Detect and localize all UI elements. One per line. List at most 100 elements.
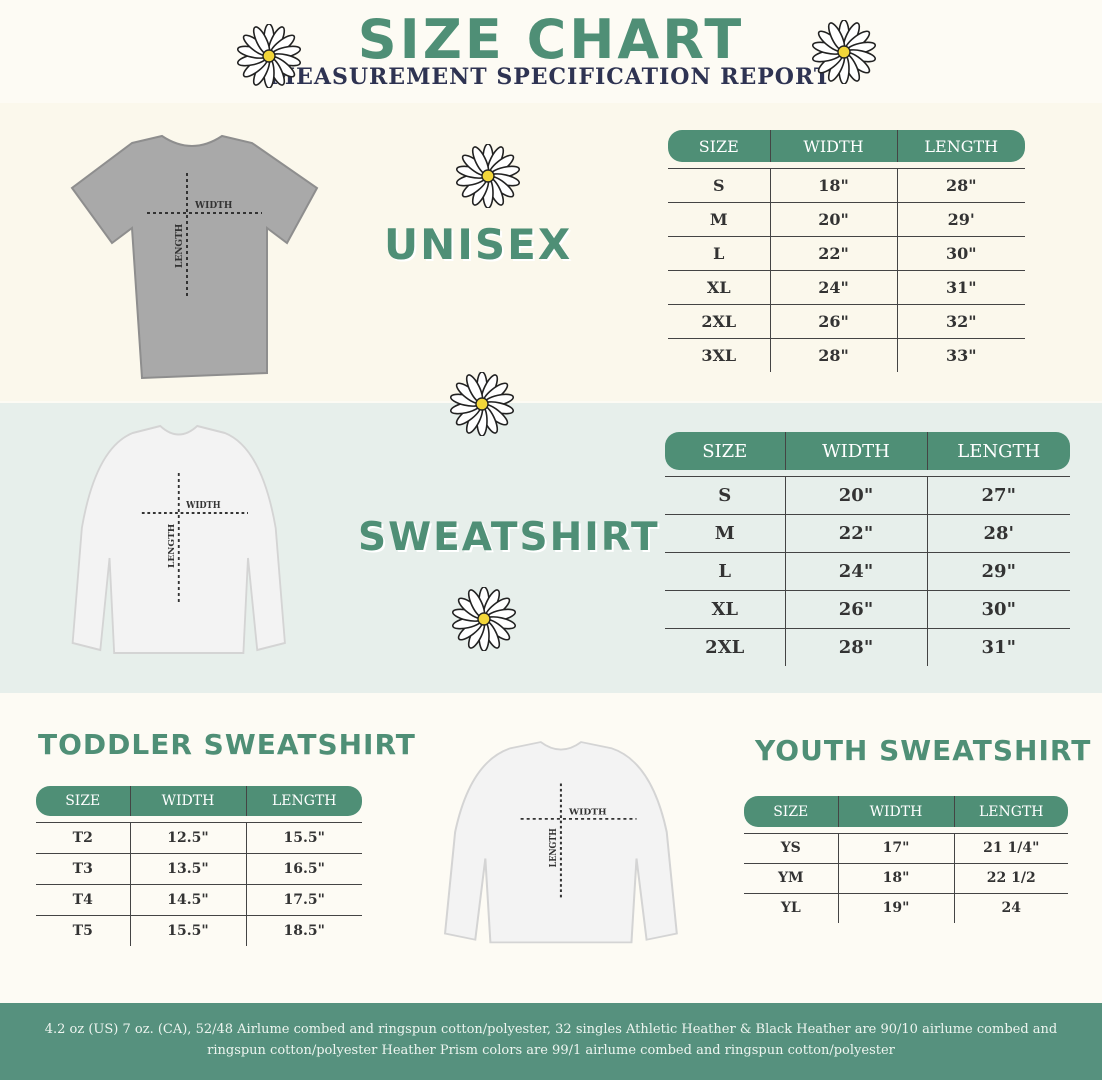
column-header: WIDTH <box>837 796 954 827</box>
table-cell: 16.5" <box>245 852 362 884</box>
table-cell: 28" <box>769 337 897 372</box>
table-cell: 3XL <box>668 337 770 372</box>
table-row: T3 13.5" 16.5" <box>36 852 362 884</box>
table-cell: 31" <box>896 269 1025 304</box>
table-cell: L <box>668 235 770 270</box>
table-row: M 22" 28' <box>665 513 1070 552</box>
sweatshirt-title: SWEATSHIRT <box>358 515 660 560</box>
table-cell: 18.5" <box>245 914 362 946</box>
table-header-row: SIZE WIDTH LENGTH <box>36 786 362 816</box>
table-row: L 24" 29" <box>665 551 1070 590</box>
table-row: 2XL 26" 32" <box>668 303 1025 338</box>
table-header-row: SIZE WIDTH LENGTH <box>665 432 1070 470</box>
table-header-row: SIZE WIDTH LENGTH <box>744 796 1068 827</box>
table-cell: 28" <box>896 167 1025 202</box>
column-header: LENGTH <box>896 130 1025 162</box>
table-cell: 26" <box>784 589 927 628</box>
column-header: SIZE <box>668 130 770 162</box>
column-header: WIDTH <box>769 130 897 162</box>
table-row: S 20" 27" <box>665 475 1070 514</box>
column-header: LENGTH <box>953 796 1068 827</box>
daisy-icon <box>236 23 302 89</box>
table-cell: 26" <box>769 303 897 338</box>
table-cell: 2XL <box>668 303 770 338</box>
table-cell: YL <box>744 892 838 923</box>
table-cell: 20" <box>769 201 897 236</box>
table-cell: 22" <box>784 513 927 552</box>
table-cell: T3 <box>36 852 130 884</box>
table-cell: 29" <box>926 551 1070 590</box>
daisy-icon <box>811 19 877 85</box>
column-header: SIZE <box>665 432 785 470</box>
unisex-title: UNISEX <box>384 220 573 269</box>
length-label: LENGTH <box>167 524 177 568</box>
width-label: WIDTH <box>568 808 607 817</box>
table-cell: 28" <box>784 627 927 666</box>
youth-size-table: SIZE WIDTH LENGTH YS 17" 21 1/4" YM 18" 22 1/2 YL… <box>744 796 1068 923</box>
table-row: 2XL 28" 31" <box>665 627 1070 666</box>
table-cell: 27" <box>926 475 1070 514</box>
table-row: S 18" 28" <box>668 167 1025 202</box>
tshirt-image: WIDTH LENGTH <box>62 128 322 383</box>
table-cell: YM <box>744 862 838 893</box>
table-cell: 15.5" <box>245 821 362 853</box>
table-row: M 20" 29' <box>668 201 1025 236</box>
unisex-size-table: SIZE WIDTH LENGTH S 18" 28" M 20" 29' L 22" 30" XL 24… <box>668 130 1025 372</box>
table-cell: S <box>668 167 770 202</box>
toddler-sweatshirt-image: WIDTH LENGTH <box>440 735 702 960</box>
table-cell: 14.5" <box>129 883 246 915</box>
youth-title: YOUTH SWEATSHIRT <box>755 734 1092 767</box>
table-cell: M <box>668 201 770 236</box>
table-cell: XL <box>668 269 770 304</box>
table-cell: 30" <box>926 589 1070 628</box>
column-header: SIZE <box>744 796 838 827</box>
table-cell: 17.5" <box>245 883 362 915</box>
table-cell: 28' <box>926 513 1070 552</box>
table-cell: 24" <box>769 269 897 304</box>
daisy-icon <box>451 586 517 652</box>
table-cell: XL <box>665 589 785 628</box>
fabric-info-footer: 4.2 oz (US) 7 oz. (CA), 52/48 Airlume co… <box>0 1003 1102 1080</box>
table-cell: 21 1/4" <box>953 832 1068 863</box>
table-row: XL 26" 30" <box>665 589 1070 628</box>
table-cell: T4 <box>36 883 130 915</box>
table-row: T2 12.5" 15.5" <box>36 821 362 853</box>
table-cell: S <box>665 475 785 514</box>
table-cell: 2XL <box>665 627 785 666</box>
toddler-title: TODDLER SWEATSHIRT <box>38 728 416 761</box>
column-header: SIZE <box>36 786 130 816</box>
table-cell: 32" <box>896 303 1025 338</box>
table-cell: 24" <box>784 551 927 590</box>
table-cell: 13.5" <box>129 852 246 884</box>
table-cell: 22" <box>769 235 897 270</box>
length-label: LENGTH <box>175 223 185 268</box>
table-cell: 31" <box>926 627 1070 666</box>
table-row: XL 24" 31" <box>668 269 1025 304</box>
table-row: YM 18" 22 1/2 <box>744 862 1068 893</box>
table-header-row: SIZE WIDTH LENGTH <box>668 130 1025 162</box>
toddler-size-table: SIZE WIDTH LENGTH T2 12.5" 15.5" T3 13.5" 16.5" T… <box>36 786 362 946</box>
table-row: YS 17" 21 1/4" <box>744 832 1068 863</box>
width-label: WIDTH <box>194 201 233 211</box>
table-cell: 12.5" <box>129 821 246 853</box>
table-cell: L <box>665 551 785 590</box>
column-header: WIDTH <box>784 432 927 470</box>
table-row: YL 19" 24 <box>744 892 1068 923</box>
width-label: WIDTH <box>185 501 220 511</box>
column-header: WIDTH <box>129 786 246 816</box>
length-label: LENGTH <box>548 828 559 867</box>
table-cell: 18" <box>837 862 954 893</box>
table-cell: 30" <box>896 235 1025 270</box>
table-cell: 20" <box>784 475 927 514</box>
table-cell: YS <box>744 832 838 863</box>
column-header: LENGTH <box>926 432 1070 470</box>
table-cell: 19" <box>837 892 954 923</box>
table-cell: 33" <box>896 337 1025 372</box>
table-cell: 15.5" <box>129 914 246 946</box>
table-cell: T5 <box>36 914 130 946</box>
table-row: T5 15.5" 18.5" <box>36 914 362 946</box>
page-title: SIZE CHART <box>357 8 745 71</box>
sweatshirt-image: WIDTH LENGTH <box>68 418 308 673</box>
daisy-icon <box>455 143 521 209</box>
table-row: 3XL 28" 33" <box>668 337 1025 372</box>
